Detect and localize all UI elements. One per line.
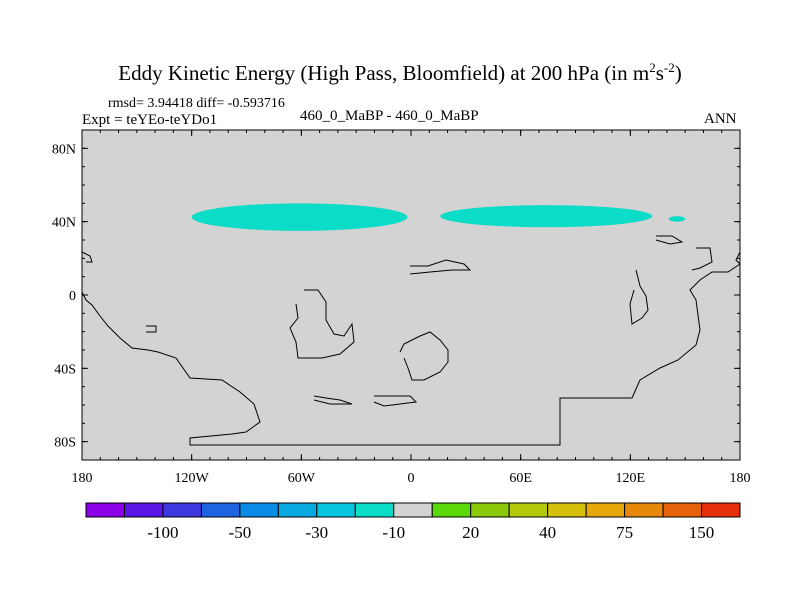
x-axis: 180 120W 60W 0 60E 120E 180	[72, 130, 751, 486]
colorbar-label: -50	[229, 523, 252, 542]
x-tick-label: 120E	[616, 471, 646, 486]
colorbar-label: 40	[539, 523, 556, 542]
coastline-south-america	[81, 263, 741, 446]
coastline-antarctic-peninsula	[313, 395, 353, 405]
y-tick-label: 0	[69, 289, 76, 304]
colorbar-label: -30	[305, 523, 328, 542]
colorbar-label: -100	[147, 523, 178, 542]
coastline-east-asia	[655, 235, 684, 245]
colorbar-label: 20	[462, 523, 479, 542]
coastline-australia	[399, 331, 449, 381]
colorbar-label: 150	[689, 523, 715, 542]
coastline-asia	[409, 259, 472, 275]
colorbar-swatch	[585, 502, 626, 518]
x-tick-label: 180	[730, 471, 751, 486]
colorbar-swatch	[508, 502, 549, 518]
coastline-west-edge	[81, 251, 93, 263]
colorbar-swatch	[239, 502, 279, 518]
colorbar: -100 -50 -30 -10 20 40 75 150	[85, 502, 741, 542]
x-tick-label: 0	[408, 471, 415, 486]
colorbar-swatch	[662, 502, 703, 518]
coastline-japan	[629, 269, 649, 325]
colorbar-swatch	[123, 502, 164, 518]
colorbar-swatch	[624, 502, 664, 518]
colorbar-label: 75	[616, 523, 633, 542]
coastline-pacific	[691, 247, 713, 271]
x-tick-label: 60W	[288, 471, 316, 486]
coastlines	[81, 235, 741, 446]
colorbar-swatch	[701, 502, 741, 518]
colorbar-swatch	[354, 502, 395, 518]
coastline-small-island	[146, 325, 157, 333]
coastline-east-edge	[735, 251, 741, 265]
plot-background	[82, 130, 740, 460]
x-tick-label: 60E	[509, 471, 532, 486]
colorbar-swatch	[470, 502, 510, 518]
anomaly-feature-0	[191, 203, 408, 231]
anomaly-feature-1	[440, 205, 653, 228]
colorbar-swatch	[393, 502, 433, 518]
colorbar-swatch	[547, 502, 587, 518]
y-tick-label: 80N	[52, 142, 76, 157]
colorbar-label: -10	[382, 523, 405, 542]
colorbar-swatch	[85, 502, 125, 518]
y-tick-label: 40N	[52, 216, 76, 231]
season-label: ANN	[704, 111, 737, 127]
experiment-label: Expt = teYEo-teYDo1	[82, 112, 218, 128]
anomaly-features	[191, 203, 686, 231]
y-axis: 80S 40S 0 40N 80N	[52, 129, 740, 461]
y-tick-label: 80S	[54, 436, 76, 451]
colorbar-swatch	[200, 502, 241, 518]
chart-title: Eddy Kinetic Energy (High Pass, Bloomfie…	[118, 60, 682, 85]
x-tick-label: 120W	[175, 471, 210, 486]
colorbar-swatch	[316, 502, 356, 518]
stats-label: rmsd= 3.94418 diff= -0.593716	[108, 96, 285, 111]
colorbar-swatch	[162, 502, 202, 518]
x-tick-label: 180	[72, 471, 93, 486]
y-tick-label: 40S	[54, 362, 76, 377]
case-label: 460_0_MaBP - 460_0_MaBP	[300, 108, 479, 124]
colorbar-swatch	[277, 502, 318, 518]
colorbar-swatch	[431, 502, 472, 518]
coastline-antarctic-inlet	[373, 395, 418, 407]
coastline-africa-west	[289, 289, 355, 359]
anomaly-feature-2	[668, 216, 686, 222]
